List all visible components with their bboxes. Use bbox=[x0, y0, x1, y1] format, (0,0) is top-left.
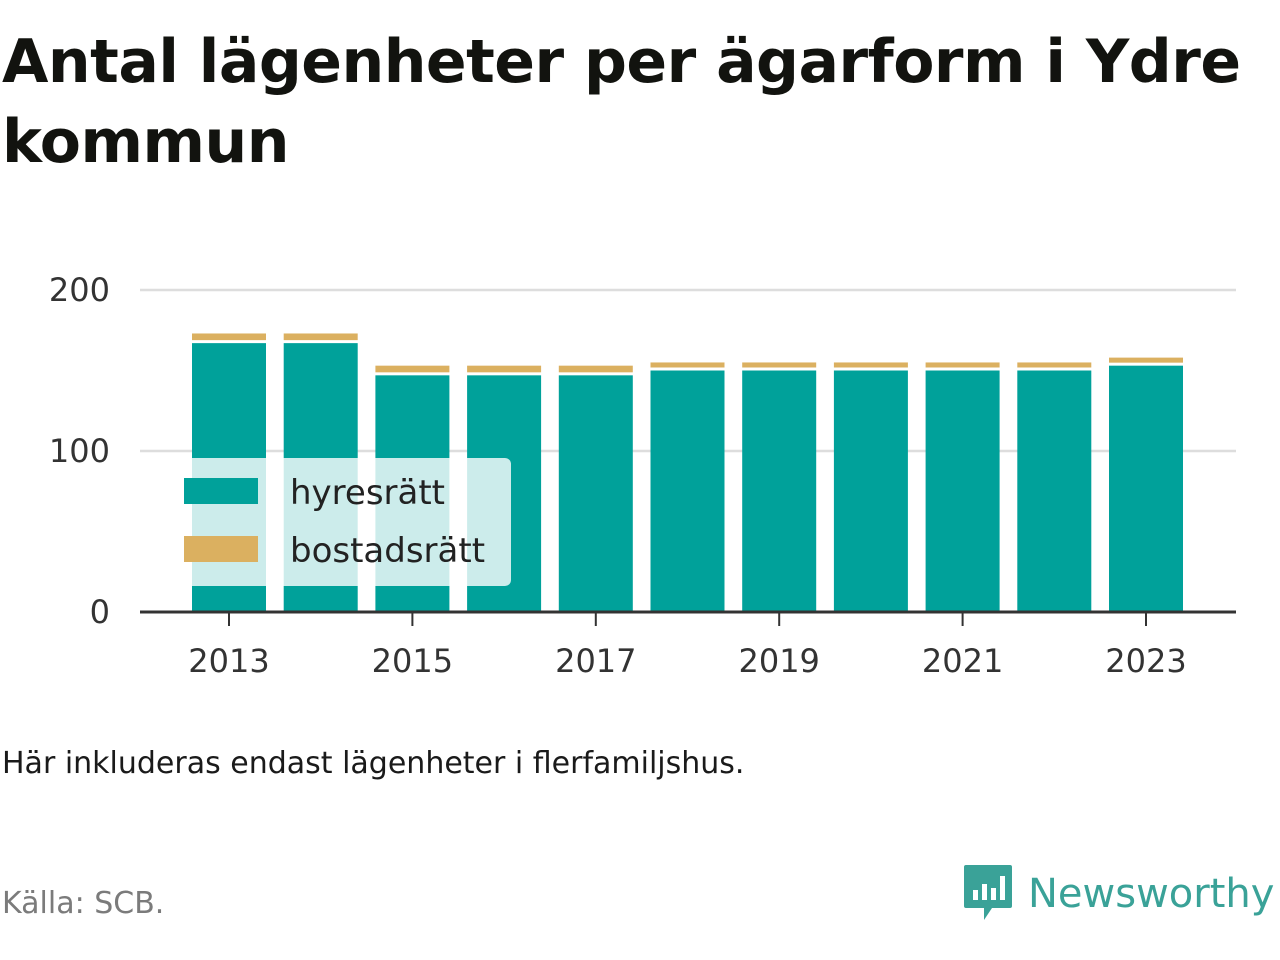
bar-bostadsratt-2015 bbox=[375, 365, 450, 373]
bar-bostadsratt-2017 bbox=[558, 365, 633, 373]
legend-swatch bbox=[184, 536, 258, 562]
legend-background bbox=[178, 458, 511, 586]
bar-bostadsratt-2020 bbox=[833, 362, 908, 368]
legend-swatch bbox=[184, 478, 258, 504]
bar-chart: 0 100 200 2013 2015 2017 2019 2021 2023 hyresrä… bbox=[49, 271, 1236, 680]
legend-label: hyresrätt bbox=[290, 473, 445, 513]
bar-bostadsratt-2016 bbox=[467, 365, 542, 373]
bar-hyresratt-2018 bbox=[650, 370, 725, 612]
source-text: Källa: SCB. bbox=[2, 886, 165, 921]
bar-hyresratt-2019 bbox=[742, 370, 817, 612]
bar-hyresratt-2022 bbox=[1017, 370, 1092, 612]
x-tick-label: 2015 bbox=[372, 642, 453, 680]
x-tick-label: 2021 bbox=[922, 642, 1003, 680]
bar-bostadsratt-2013 bbox=[192, 333, 266, 341]
chart-title: Antal lägenheter per ägarform i Ydre kom… bbox=[2, 27, 1241, 177]
bar-bostadsratt-2021 bbox=[925, 362, 1000, 368]
bar-bostadsratt-2022 bbox=[1017, 362, 1092, 368]
x-axis-ticks: 2013 2015 2017 2019 2021 2023 bbox=[188, 612, 1187, 680]
y-tick-label: 0 bbox=[90, 593, 110, 631]
bar-hyresratt-2020 bbox=[833, 370, 908, 612]
y-tick-label: 100 bbox=[49, 432, 110, 470]
bar-bostadsratt-2018 bbox=[650, 362, 725, 368]
footnote: Här inkluderas endast lägenheter i flerf… bbox=[2, 746, 745, 781]
bar-bostadsratt-2019 bbox=[742, 362, 817, 368]
x-tick-label: 2019 bbox=[738, 642, 819, 680]
newsworthy-brand[interactable]: Newsworthy bbox=[962, 862, 1274, 926]
bar-hyresratt-2023 bbox=[1109, 365, 1183, 612]
x-tick-label: 2017 bbox=[555, 642, 636, 680]
bar-bostadsratt-2023 bbox=[1109, 357, 1183, 363]
x-tick-label: 2013 bbox=[188, 642, 269, 680]
newsworthy-logo-icon bbox=[962, 862, 1014, 926]
bar-hyresratt-2017 bbox=[558, 375, 633, 612]
brand-name: Newsworthy bbox=[1028, 871, 1275, 917]
y-axis-ticks: 0 100 200 bbox=[49, 271, 110, 631]
bar-hyresratt-2021 bbox=[925, 370, 1000, 612]
y-tick-label: 200 bbox=[49, 271, 110, 309]
bar-bostadsratt-2014 bbox=[283, 333, 358, 341]
legend-label: bostadsrätt bbox=[290, 531, 485, 571]
legend: hyresrätt bostadsrätt bbox=[178, 458, 511, 586]
x-tick-label: 2023 bbox=[1105, 642, 1186, 680]
